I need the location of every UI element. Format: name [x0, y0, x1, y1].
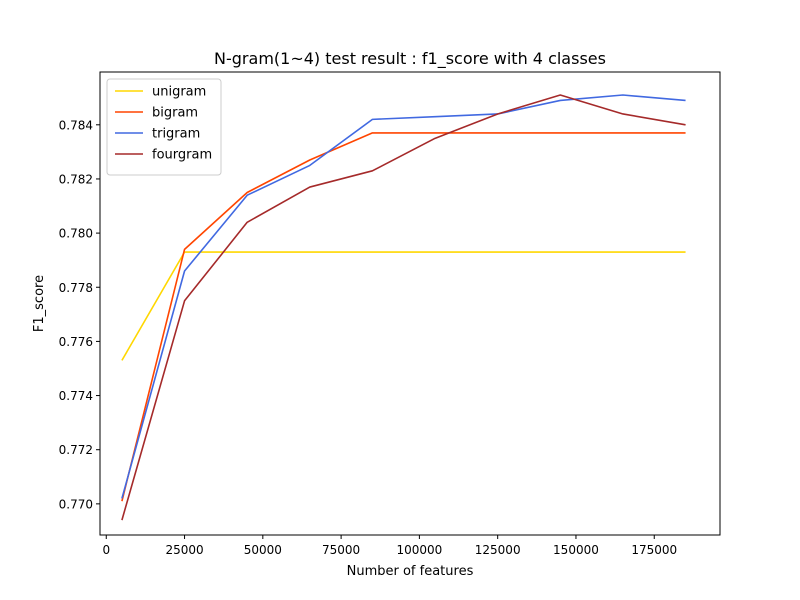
x-tick-label: 50000: [244, 543, 282, 557]
chart-title: N-gram(1~4) test result : f1_score with …: [214, 49, 606, 69]
y-tick-label: 0.780: [59, 227, 93, 241]
y-tick-label: 0.784: [59, 118, 93, 132]
series-lines: [121, 94, 686, 521]
x-tick-label: 125000: [475, 543, 521, 557]
x-tick-label: 75000: [322, 543, 360, 557]
x-tick-label: 25000: [165, 543, 203, 557]
x-tick-label: 175000: [631, 543, 677, 557]
series-line-fourgram: [121, 94, 686, 521]
legend-box: [106, 78, 222, 176]
axes-frame: [99, 71, 721, 536]
y-tick-label: 0.770: [59, 497, 93, 511]
y-tick-label: 0.782: [59, 172, 93, 186]
series-line-trigram: [121, 94, 686, 499]
legend-label-bigram: bigram: [152, 106, 198, 121]
legend-label-fourgram: fourgram: [152, 148, 212, 163]
legend-label-trigram: trigram: [152, 127, 200, 142]
y-axis-ticks: 0.770 0.772 0.774 0.776 0.778 0.780 0.782 0.784: [59, 118, 100, 511]
y-tick-label: 0.778: [59, 281, 93, 295]
y-tick-label: 0.776: [59, 335, 93, 349]
legend: unigram bigram trigram fourgram: [106, 78, 222, 176]
series-line-unigram: [121, 251, 686, 361]
y-tick-label: 0.774: [59, 389, 93, 403]
y-axis-label: F1_score: [32, 275, 47, 332]
y-tick-label: 0.772: [59, 443, 93, 457]
x-tick-label: 150000: [553, 543, 599, 557]
x-tick-label: 0: [102, 543, 110, 557]
legend-label-unigram: unigram: [152, 85, 206, 100]
x-axis-ticks: 0 25000 50000 75000 100000 125000 150000 175000: [102, 535, 677, 557]
x-tick-label: 100000: [396, 543, 442, 557]
series-line-bigram: [121, 132, 686, 502]
x-axis-label: Number of features: [347, 564, 474, 579]
